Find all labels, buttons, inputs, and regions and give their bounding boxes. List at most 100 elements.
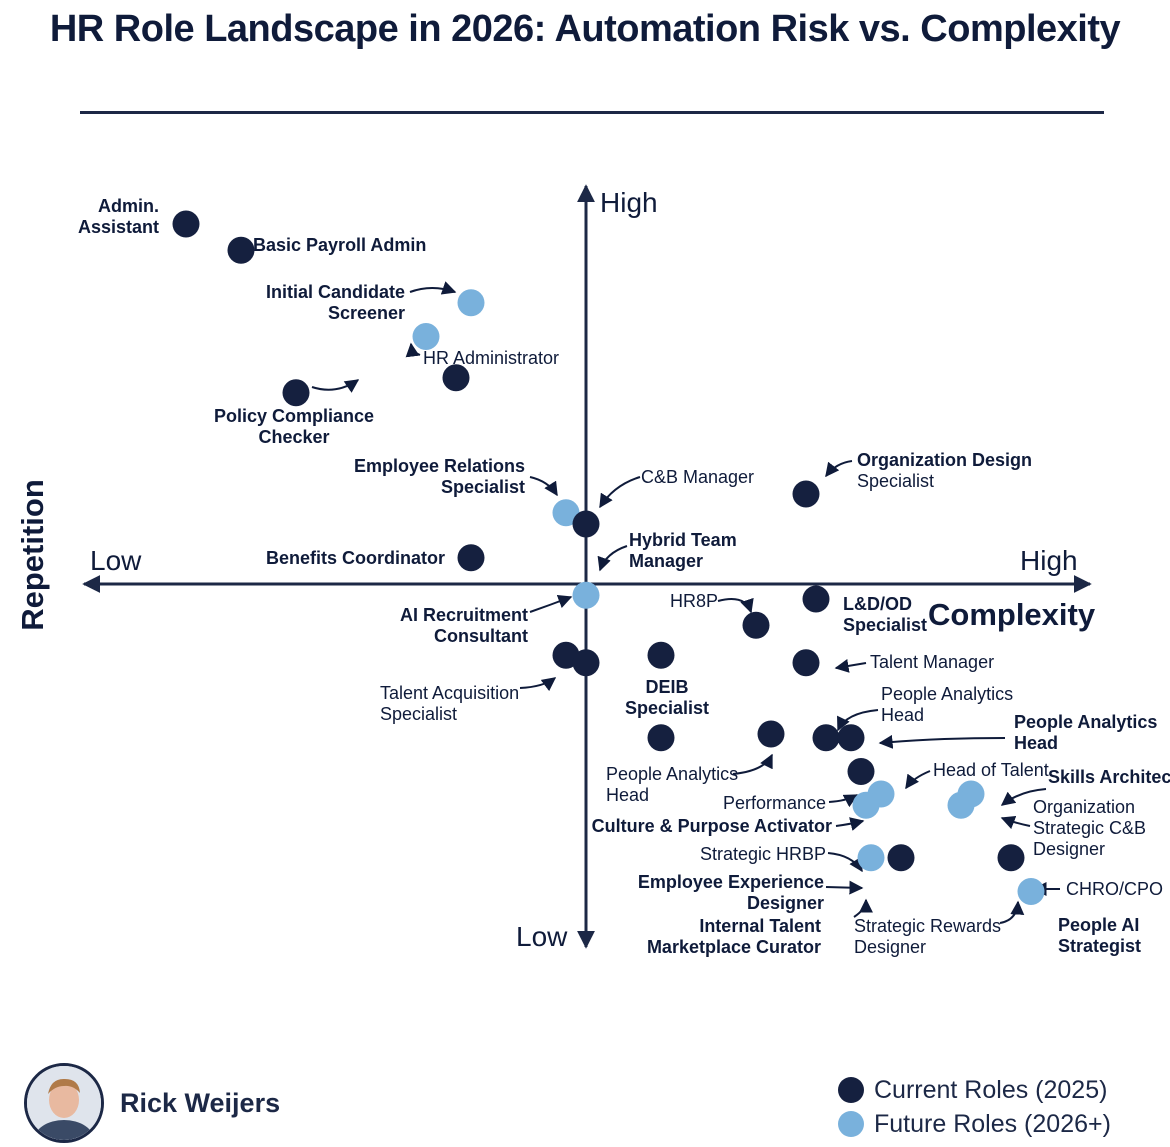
callout-arrow-8 (717, 597, 754, 614)
role-label-2: Initial Candidate Screener (266, 282, 405, 323)
role-label-7: Organization Design Specialist (857, 450, 1032, 491)
role-label-4-line-1: Checker (258, 427, 329, 447)
callout-arrow-6 (597, 545, 628, 572)
future-role-point-26 (857, 844, 885, 872)
role-label-26-line-0: CHRO/CPO (1066, 879, 1163, 899)
current-role-point-15 (802, 585, 830, 613)
role-label-8-line-1: Manager (629, 551, 703, 571)
role-label-17-line-0: People Analytics (1014, 712, 1157, 732)
current-role-point-9 (457, 544, 485, 572)
role-label-2-line-0: Initial Candidate (266, 282, 405, 302)
role-label-17: People Analytics Head (1014, 712, 1157, 753)
current-role-point-0 (172, 210, 200, 238)
role-label-11-line-0: HR8P (670, 591, 718, 611)
future-role-point-29 (1017, 878, 1045, 905)
role-label-27: Internal Talent Marketplace Curator (647, 916, 821, 957)
chart-legend: Current Roles (2025) Future Roles (2026+… (838, 1073, 1111, 1141)
role-label-3-line-0: HR Administrator (423, 348, 559, 368)
legend-marker-future (838, 1111, 864, 1137)
legend-marker-current (838, 1077, 864, 1103)
callout-arrow-1 (311, 379, 360, 393)
current-role-point-12 (572, 649, 600, 677)
callout-arrow-20 (825, 880, 864, 895)
callout-arrow-21 (853, 898, 873, 918)
data-points (172, 210, 1045, 905)
role-label-0-line-1: Assistant (78, 217, 159, 237)
role-label-12-line-1: Specialist (843, 615, 927, 635)
role-label-23-line-2: Designer (1033, 839, 1105, 859)
x-axis-low-label: Low (90, 545, 142, 576)
role-label-6-line-0: C&B Manager (641, 467, 754, 487)
role-label-12-line-0: L&D/OD (843, 594, 912, 614)
role-label-10-line-1: Consultant (434, 626, 528, 646)
callout-arrow-23 (999, 900, 1025, 924)
role-label-19: Head of Talent (933, 760, 1049, 780)
role-label-16: People Analytics Head (881, 684, 1013, 725)
role-label-7-line-0: Organization Design (857, 450, 1032, 470)
legend-label-current: Current Roles (2025) (874, 1075, 1108, 1104)
current-role-point-28 (997, 844, 1025, 872)
role-label-18-line-1: Head (606, 785, 649, 805)
role-label-6: C&B Manager (641, 467, 754, 487)
role-label-3: HR Administrator (423, 348, 559, 368)
x-axis-high-label: High (1020, 545, 1078, 576)
future-role-point-3 (412, 323, 440, 350)
role-label-21-line-0: Performance (723, 793, 826, 813)
role-label-10-line-0: AI Recruitment (400, 605, 528, 625)
chart-title: HR Role Landscape in 2026: Automation Ri… (49, 8, 1121, 50)
scatter-chart: High Low Low High Complexity Repetition … (15, 184, 1170, 957)
role-label-27-line-0: Internal Talent (699, 916, 821, 936)
role-label-23-line-0: Organization (1033, 797, 1135, 817)
role-label-10: AI Recruitment Consultant (400, 605, 528, 646)
current-role-point-14 (742, 611, 770, 639)
role-label-0-line-0: Admin. (98, 196, 159, 216)
role-label-23: Organization Strategic C&B Designer (1033, 797, 1146, 859)
callout-arrows (311, 281, 1060, 924)
role-label-8-line-0: Hybrid Team (629, 530, 737, 550)
role-labels: Admin. Assistant Basic Payroll Admin Initia… (78, 196, 1170, 957)
role-label-25-line-1: Designer (747, 893, 824, 913)
legend-label-future: Future Roles (2026+) (874, 1109, 1111, 1138)
role-label-24-line-0: Strategic HRBP (700, 844, 826, 864)
callout-arrow-0 (409, 281, 457, 295)
role-label-15-line-1: Specialist (625, 698, 709, 718)
future-role-point-6 (552, 499, 580, 527)
current-role-point-21 (847, 758, 875, 785)
callout-arrow-12 (878, 734, 1006, 749)
role-label-29: People AI Strategist (1058, 915, 1141, 956)
role-label-11: HR8P (670, 591, 718, 611)
role-label-5-line-0: Employee Relations (354, 456, 525, 476)
current-role-point-7 (572, 510, 600, 538)
author-name: Rick Weijers (120, 1087, 281, 1118)
future-role-point-10 (572, 581, 600, 609)
role-label-0: Admin. Assistant (78, 196, 159, 237)
role-label-13-line-0: Talent Manager (870, 652, 994, 672)
role-label-18: People Analytics Head (606, 764, 738, 805)
role-label-4: Policy Compliance Checker (214, 406, 374, 447)
role-label-22-line-0: Culture & Purpose Activator (592, 816, 832, 836)
role-label-16-line-0: People Analytics (881, 684, 1013, 704)
y-axis-title: Repetition (15, 479, 50, 631)
role-label-27-line-1: Marketplace Curator (647, 937, 821, 957)
role-label-17-line-1: Head (1014, 733, 1058, 753)
role-label-5-line-1: Specialist (441, 477, 525, 497)
callout-arrow-4 (599, 476, 641, 509)
callout-arrow-14 (905, 770, 931, 790)
role-label-2-line-1: Screener (328, 303, 405, 323)
callout-arrow-9 (834, 659, 867, 673)
callout-arrow-16 (828, 794, 859, 808)
role-label-15: DEIB Specialist (625, 677, 709, 718)
current-role-point-8 (792, 480, 820, 508)
current-role-point-4 (442, 364, 470, 392)
current-role-point-13 (647, 641, 675, 669)
current-role-point-16 (792, 649, 820, 677)
role-label-29-line-0: People AI (1058, 915, 1139, 935)
legend-item-future: Future Roles (2026+) (838, 1107, 1111, 1141)
callout-arrow-18 (1000, 815, 1031, 830)
future-role-point-2 (457, 289, 485, 317)
legend-item-current: Current Roles (2025) (838, 1073, 1111, 1107)
callout-arrow-15 (1000, 788, 1047, 806)
callout-arrow-13 (732, 753, 773, 775)
role-label-25: Employee Experience Designer (638, 872, 824, 913)
x-axis-title: Complexity (928, 597, 1096, 632)
